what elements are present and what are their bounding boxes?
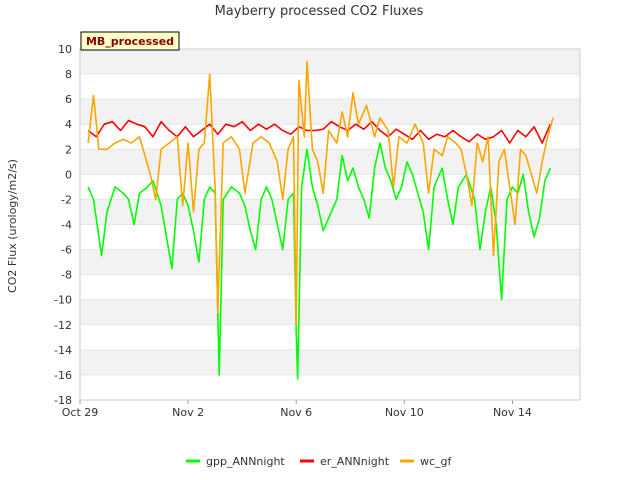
- y-tick-label: 4: [65, 118, 72, 131]
- grid-band: [80, 49, 580, 75]
- badge-label: MB_processed: [86, 35, 174, 48]
- y-axis-ticks: -18 -16 -14 -12 -10 -8 -6 -4 -2 0 2 4 6 8 10: [54, 43, 72, 407]
- series-line-wc_gf: [87, 60, 554, 326]
- y-tick-label: -8: [61, 269, 72, 282]
- badge: MB_processed: [80, 31, 180, 51]
- y-axis-label: CO2 Flux (urology/m2/s): [6, 159, 19, 293]
- grid-band: [80, 374, 580, 400]
- legend-label-er_ANNnight: er_ANNnight: [320, 455, 390, 468]
- y-tick-label: -4: [61, 219, 72, 232]
- x-tick-label: Nov 14: [493, 406, 532, 419]
- series-lines: [87, 60, 554, 380]
- x-tick-label: Oct 29: [62, 406, 99, 419]
- grid-band: [80, 199, 580, 225]
- grid-band: [80, 149, 580, 175]
- y-tick-label: -16: [54, 369, 72, 382]
- grid-band: [80, 249, 580, 275]
- y-tick-label: 8: [65, 68, 72, 81]
- y-tick-label: -14: [54, 344, 72, 357]
- legend-label-gpp_ANNnight: gpp_ANNnight: [206, 455, 285, 468]
- plot-frame: [79, 48, 581, 401]
- y-tick-label: 0: [65, 168, 72, 181]
- grid-band: [80, 274, 580, 300]
- legend: gpp_ANNnight er_ANNnight wc_gf: [186, 455, 453, 468]
- y-tick-label: -10: [54, 294, 72, 307]
- y-tick-label: -2: [61, 193, 72, 206]
- y-tick-label: -6: [61, 244, 72, 257]
- x-tick-label: Nov 2: [172, 406, 204, 419]
- y-tick-label: 10: [58, 43, 72, 56]
- grid-band: [80, 99, 580, 125]
- y-tick-label: 2: [65, 143, 72, 156]
- series-line-er_ANNnight: [87, 119, 552, 144]
- legend-label-wc_gf: wc_gf: [420, 455, 453, 468]
- plot-background-bands: [80, 48, 580, 401]
- chart-title: Mayberry processed CO2 Fluxes: [215, 4, 424, 19]
- grid-band: [80, 299, 580, 325]
- x-axis-ticks: Oct 29 Nov 2 Nov 6 Nov 10 Nov 14: [62, 400, 532, 419]
- x-tick-label: Nov 10: [385, 406, 424, 419]
- x-tick-label: Nov 6: [280, 406, 312, 419]
- grid-band: [80, 349, 580, 375]
- y-tick-label: 6: [65, 93, 72, 106]
- y-tick-label: -12: [54, 319, 72, 332]
- y-tick-label: -18: [54, 394, 72, 407]
- grid-band: [80, 324, 580, 350]
- grid-band: [80, 124, 580, 150]
- badge-box: [80, 31, 180, 51]
- grid-band: [80, 74, 580, 100]
- series-line-gpp_ANNnight: [87, 142, 552, 380]
